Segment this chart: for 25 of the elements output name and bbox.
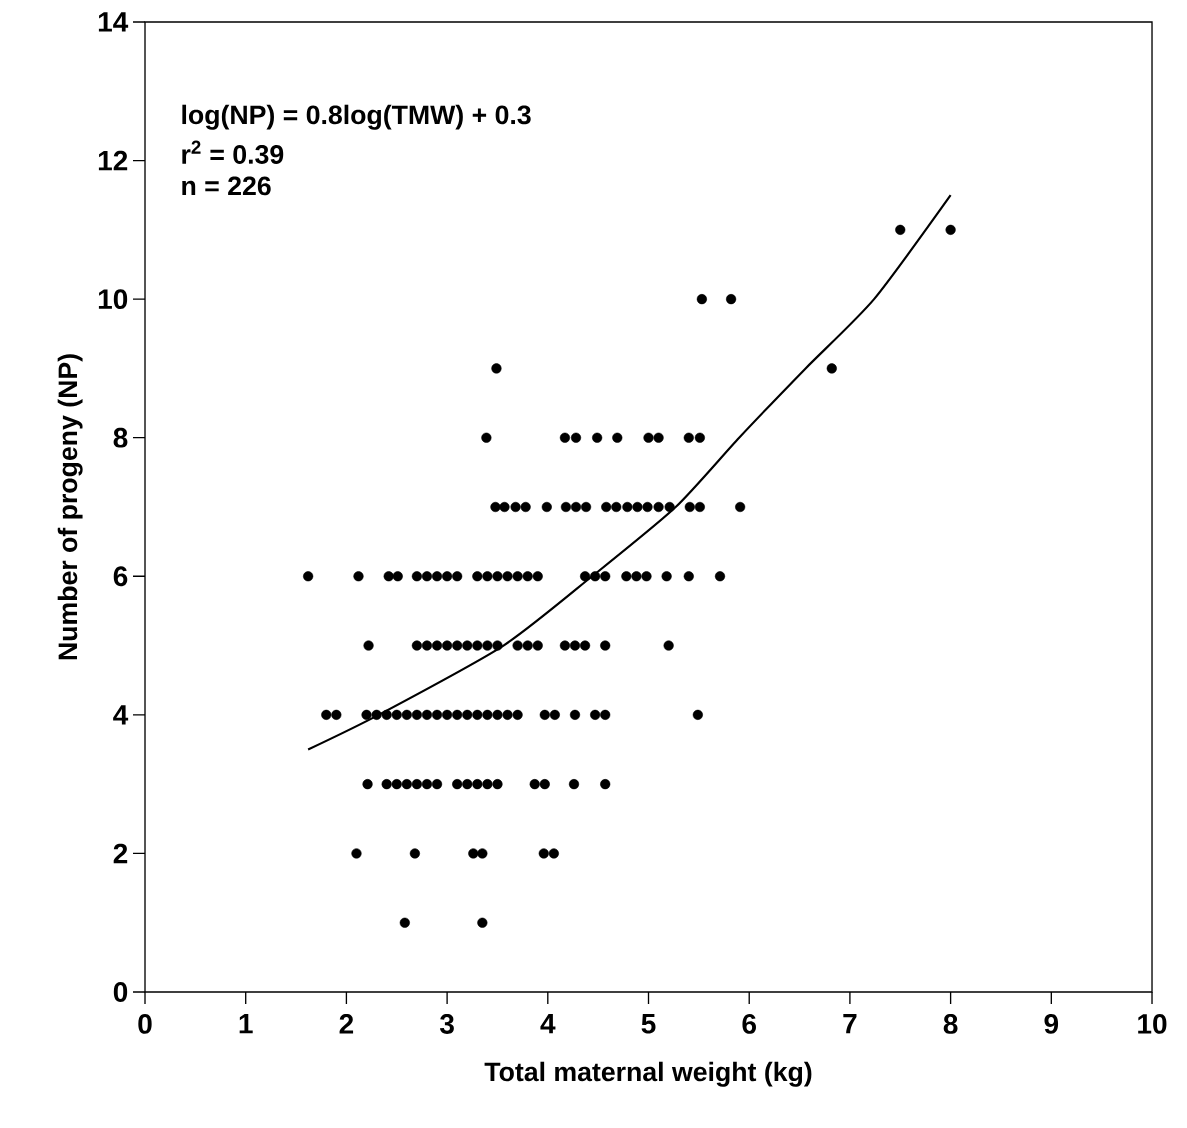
x-tick-label: 1 bbox=[239, 1014, 253, 1034]
x-tick-label: 2 bbox=[339, 1014, 354, 1034]
x-tick-label: 7 bbox=[843, 1014, 857, 1034]
annotation: r$^{2}$ = 0.39 bbox=[182, 140, 284, 164]
x-axis-title: Total maternal weight (kg) bbox=[484, 1061, 812, 1087]
y-tick-label: 10 bbox=[98, 289, 128, 310]
x-tick-label: 3 bbox=[439, 1014, 454, 1034]
x-tick-label: 6 bbox=[742, 1014, 756, 1034]
x-tick-label: 4 bbox=[540, 1014, 556, 1034]
y-tick-label: 8 bbox=[113, 427, 128, 448]
y-tick-label: 6 bbox=[113, 566, 128, 587]
y-tick-label: 0 bbox=[113, 982, 128, 1002]
x-tick-label: 10 bbox=[1138, 1014, 1167, 1034]
y-tick-label: 12 bbox=[98, 150, 128, 171]
y-tick-label: 2 bbox=[113, 843, 128, 864]
x-tick-label: 8 bbox=[943, 1014, 958, 1034]
y-axis-title: Number of progeny (NP) bbox=[57, 354, 83, 660]
annotation: n = 226 bbox=[182, 176, 271, 196]
annotation: log(NP) = 0.8log(TMW) + 0.3 bbox=[182, 104, 531, 130]
x-tick-label: 5 bbox=[641, 1014, 656, 1034]
line-series bbox=[307, 194, 952, 751]
x-tick-label: 0 bbox=[138, 1014, 152, 1034]
y-tick-label: 14 bbox=[98, 12, 129, 32]
x-tick-label: 9 bbox=[1044, 1014, 1059, 1034]
y-tick-label: 4 bbox=[113, 705, 129, 725]
